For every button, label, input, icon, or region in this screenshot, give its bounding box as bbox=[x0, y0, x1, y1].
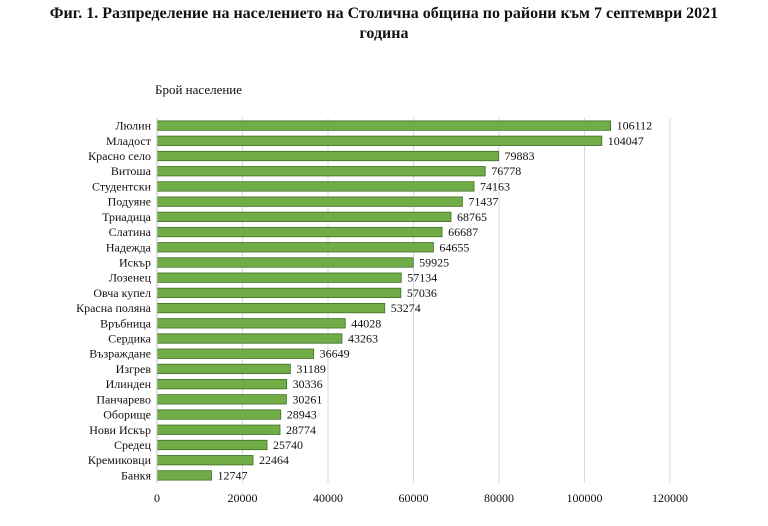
category-label-20: Нови Искър bbox=[89, 423, 151, 437]
x-tick-label-5: 100000 bbox=[567, 491, 603, 505]
bar-7 bbox=[156, 226, 443, 238]
data-label-14: 43263 bbox=[348, 332, 378, 346]
data-label-0: 106112 bbox=[617, 119, 653, 133]
bar-1 bbox=[156, 135, 603, 146]
bar-16 bbox=[156, 363, 291, 375]
data-label-4: 74163 bbox=[480, 179, 510, 193]
bar-3 bbox=[156, 166, 486, 177]
category-label-21: Средец bbox=[114, 438, 152, 452]
data-label-7: 66687 bbox=[448, 225, 478, 239]
bar-8 bbox=[156, 242, 434, 253]
bar-13 bbox=[156, 318, 346, 329]
data-label-1: 104047 bbox=[608, 134, 644, 148]
bar-18 bbox=[156, 394, 287, 405]
category-label-3: Витоша bbox=[111, 164, 152, 178]
category-label-12: Красна поляна bbox=[76, 301, 152, 315]
category-label-22: Кремиковци bbox=[88, 453, 152, 467]
data-label-13: 44028 bbox=[351, 316, 381, 330]
data-label-19: 28943 bbox=[287, 408, 317, 422]
data-label-20: 28774 bbox=[286, 423, 316, 437]
bar-2 bbox=[156, 150, 499, 162]
data-label-22: 22464 bbox=[259, 453, 289, 467]
bar-6 bbox=[156, 211, 452, 222]
data-label-3: 76778 bbox=[491, 164, 521, 178]
category-label-0: Люлин bbox=[115, 119, 151, 133]
chart-title-line-1: Фиг. 1. Разпределение на населението на … bbox=[49, 5, 719, 22]
x-tick-label-0: 0 bbox=[154, 491, 160, 505]
data-label-16: 31189 bbox=[296, 362, 326, 376]
category-label-10: Лозенец bbox=[109, 271, 152, 285]
x-tick-label-6: 120000 bbox=[652, 491, 688, 505]
bar-20 bbox=[156, 424, 281, 435]
data-label-15: 36649 bbox=[320, 347, 350, 361]
data-label-12: 53274 bbox=[391, 301, 421, 315]
bar-17 bbox=[156, 379, 288, 390]
data-label-9: 59925 bbox=[419, 255, 449, 269]
data-label-11: 57036 bbox=[407, 286, 437, 300]
category-label-14: Сердика bbox=[108, 332, 151, 346]
bar-12 bbox=[156, 302, 386, 314]
category-label-11: Овча купел bbox=[93, 286, 151, 300]
category-label-2: Красно село bbox=[88, 149, 151, 163]
category-label-23: Банкя bbox=[121, 468, 151, 482]
category-label-19: Оборище bbox=[103, 408, 151, 422]
x-tick-label-4: 80000 bbox=[484, 491, 514, 505]
bar-23 bbox=[156, 470, 212, 481]
category-label-16: Изгрев bbox=[116, 362, 152, 376]
bar-5 bbox=[156, 196, 463, 207]
chart-title-line-2: година bbox=[359, 25, 409, 42]
data-label-2: 79883 bbox=[504, 149, 534, 163]
x-tick-label-2: 40000 bbox=[313, 491, 343, 505]
bar-0 bbox=[156, 120, 612, 131]
chart-title: Фиг. 1. Разпределение на населението на … bbox=[0, 4, 768, 44]
category-label-4: Студентски bbox=[92, 179, 152, 193]
bar-4 bbox=[156, 181, 475, 192]
category-label-18: Панчарево bbox=[96, 392, 151, 406]
data-label-21: 25740 bbox=[273, 438, 303, 452]
data-label-18: 30261 bbox=[292, 392, 322, 406]
data-label-6: 68765 bbox=[457, 210, 487, 224]
category-label-6: Триадица bbox=[102, 210, 152, 224]
category-label-8: Надежда bbox=[106, 240, 152, 254]
data-label-10: 57134 bbox=[407, 271, 437, 285]
category-label-15: Възраждане bbox=[89, 347, 151, 361]
category-label-7: Слатина bbox=[109, 225, 152, 239]
bar-9 bbox=[156, 257, 414, 268]
x-tick-label-1: 20000 bbox=[228, 491, 258, 505]
bar-10 bbox=[156, 272, 402, 283]
bar-11 bbox=[156, 287, 402, 299]
data-label-8: 64655 bbox=[439, 240, 469, 254]
data-label-17: 30336 bbox=[293, 377, 323, 391]
category-label-17: Илинден bbox=[106, 377, 152, 391]
category-label-13: Връбница bbox=[100, 316, 152, 330]
category-label-5: Подуяне bbox=[108, 195, 151, 209]
bar-22 bbox=[156, 455, 254, 466]
category-label-9: Искър bbox=[119, 255, 151, 269]
category-label-1: Младост bbox=[106, 134, 152, 148]
bar-21 bbox=[156, 439, 268, 451]
data-label-5: 71437 bbox=[468, 195, 498, 209]
y-axis-label: Брой население bbox=[155, 82, 243, 97]
bar-15 bbox=[156, 348, 315, 359]
data-label-23: 12747 bbox=[217, 468, 247, 482]
x-tick-label-3: 60000 bbox=[399, 491, 429, 505]
bar-19 bbox=[156, 409, 282, 420]
bar-14 bbox=[156, 333, 343, 344]
